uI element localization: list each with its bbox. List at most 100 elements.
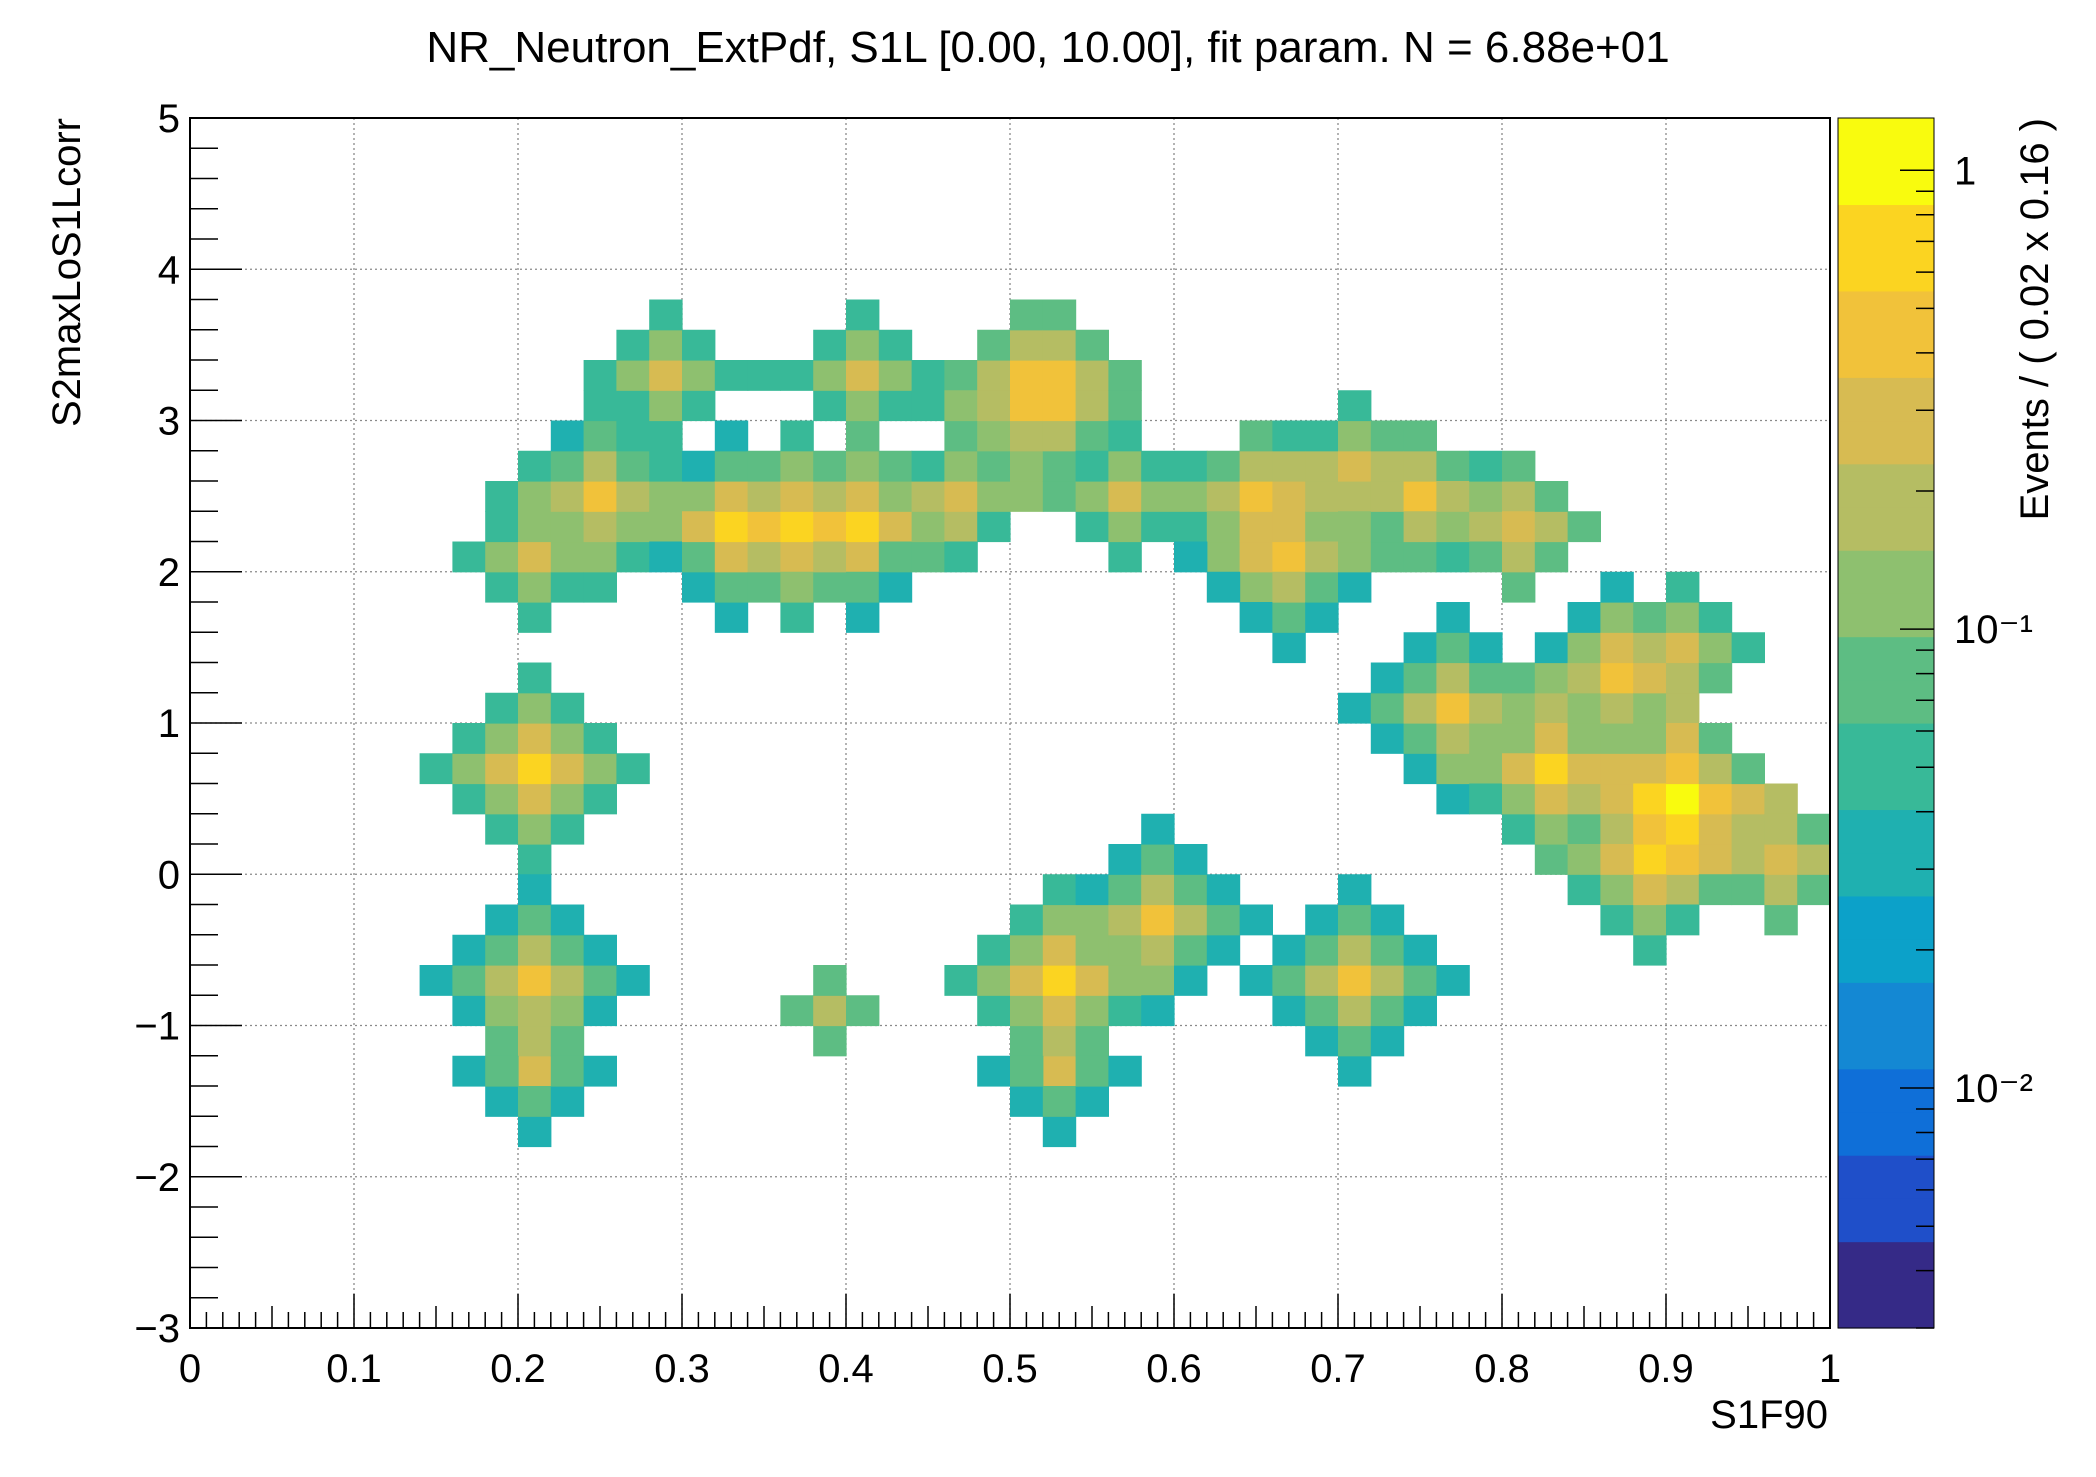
heatmap-bin [944,390,978,422]
heatmap-bin [1239,541,1273,573]
heatmap-bin [846,541,880,573]
y-tick-label: 3 [158,400,180,444]
y-tick-label: −2 [134,1156,180,1200]
heatmap-bin [747,481,781,512]
heatmap-bin [452,541,486,573]
heatmap-bin [1764,783,1798,815]
heatmap-bin [1403,632,1437,664]
heatmap-bin [1075,511,1109,543]
heatmap-bin [1633,602,1667,633]
heatmap-bin [1042,420,1077,452]
heatmap-bin [1403,753,1437,785]
heatmap-bin [747,360,781,391]
heatmap-bin [1600,844,1634,875]
heatmap-bin [682,571,716,603]
heatmap-bin [1010,420,1044,452]
heatmap-bin [485,813,519,845]
heatmap-bin [1436,692,1470,724]
heatmap-bin [1075,904,1109,936]
heatmap-bin [1174,541,1208,573]
color-scale-axis: 1 10⁻¹ 10⁻² [1900,149,2033,1329]
heatmap-bin [911,481,945,512]
heatmap-bin [813,965,847,996]
heatmap-bin [1698,723,1733,754]
heatmap-bin [780,481,814,512]
heatmap-bin [1666,874,1700,906]
heatmap-bin [977,965,1011,996]
color-scale-swatch [1838,247,1934,292]
color-scale-swatch [1838,161,1934,206]
heatmap-bin [1698,813,1733,845]
heatmap-bin [1042,1086,1077,1117]
x-tick-label: 0 [179,1347,201,1391]
heatmap-bin [616,390,650,422]
heatmap-bin [1272,965,1306,996]
heatmap-bin [977,511,1011,543]
heatmap-bin [977,329,1011,361]
heatmap-bin [583,753,617,785]
heatmap-bin [1141,481,1175,512]
heatmap-bin [1600,632,1634,664]
heatmap-bin [780,420,814,452]
heatmap-bin [1075,329,1109,361]
heatmap-bin [1010,329,1044,361]
heatmap-bin [944,450,978,482]
color-scale-label: Events / ( 0.02 x 0.16 ) [2013,118,2057,520]
heatmap-bin [1010,934,1044,966]
heatmap-bin [813,1025,847,1057]
heatmap-bin [1403,723,1437,754]
heatmap-bin [1436,662,1470,694]
heatmap-bin [1567,813,1601,845]
heatmap-bin [1502,813,1536,845]
heatmap-bin [813,511,847,543]
heatmap-bin [1600,874,1634,906]
heatmap-bin [518,813,552,845]
heatmap-bin [616,329,650,361]
heatmap-bin [1239,420,1273,452]
heatmap-bin [846,481,880,512]
heatmap-bin [813,450,847,482]
heatmap-bin [1042,965,1077,996]
heatmap-bin [518,934,552,966]
y-tick-label: 4 [158,248,180,292]
heatmap-bin [1534,662,1569,694]
heatmap-bin [452,1055,486,1087]
heatmap-bin [1075,390,1109,422]
heatmap-bin [1338,481,1372,512]
heatmap-bin [878,511,913,543]
heatmap-bin [1797,844,1830,875]
heatmap-bin [1108,511,1142,543]
y-tick-label: 2 [158,551,180,595]
heatmap-bin [1370,692,1405,724]
heatmap-bin [1174,934,1208,966]
heatmap-bin [1010,965,1044,996]
color-scale-swatch [1838,377,1934,422]
heatmap-bin [518,844,552,875]
heatmap-bin [649,329,683,361]
heatmap-bin [583,571,617,603]
heatmap-bin [1633,632,1667,664]
z-tick-label: 10⁻¹ [1954,608,2033,652]
color-scale-swatch [1838,982,1934,1027]
heatmap-bin [550,1055,585,1087]
color-scale-swatch [1838,290,1934,335]
heatmap-bin [1108,874,1142,906]
heatmap-bin [649,420,683,452]
y-tick-label: 1 [158,702,180,746]
heatmap-bin [1338,874,1372,906]
heatmap-bin [1272,995,1306,1027]
heatmap-bin [550,511,585,543]
heatmap-bin [452,995,486,1027]
heatmap-bin [518,783,552,815]
y-tick-label: −3 [134,1307,180,1351]
heatmap-bin [1600,602,1634,633]
heatmap-bin [1698,783,1733,815]
heatmap-bin [1436,783,1470,815]
color-scale-swatch [1838,852,1934,897]
heatmap-bin [1042,874,1077,906]
x-tick-label: 0.3 [654,1347,710,1391]
heatmap-bin [1239,602,1273,633]
heatmap-bin [1174,511,1208,543]
heatmap-bin [485,934,519,966]
heatmap-bin [1698,753,1733,785]
